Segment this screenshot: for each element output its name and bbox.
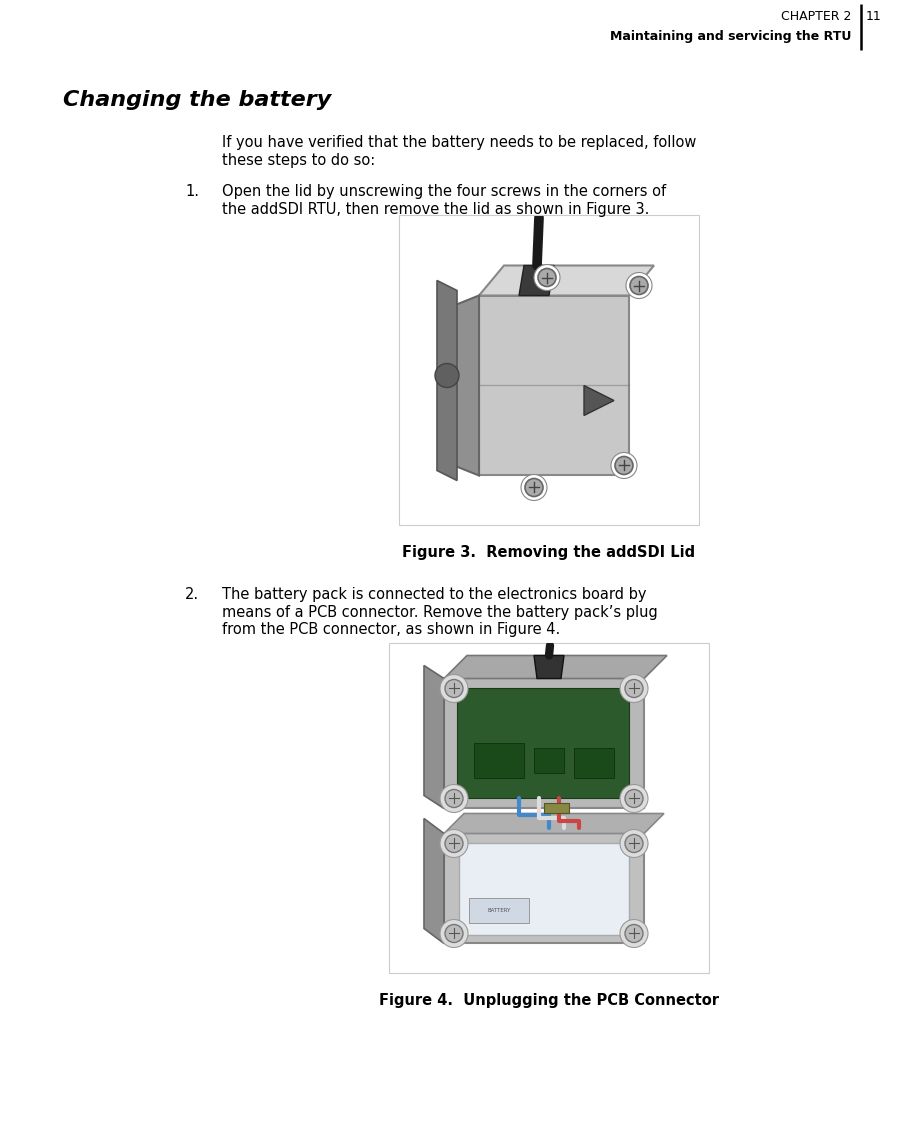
Text: 11: 11 xyxy=(866,10,882,23)
Circle shape xyxy=(620,920,648,948)
Circle shape xyxy=(625,835,643,853)
Circle shape xyxy=(440,920,468,948)
Polygon shape xyxy=(479,295,629,475)
Polygon shape xyxy=(519,266,554,295)
Polygon shape xyxy=(444,679,644,809)
Text: CHAPTER 2: CHAPTER 2 xyxy=(781,10,851,23)
Bar xyxy=(534,749,564,774)
Circle shape xyxy=(534,265,560,291)
Polygon shape xyxy=(444,656,667,679)
Text: these steps to do so:: these steps to do so: xyxy=(222,153,375,167)
Circle shape xyxy=(445,924,463,942)
Circle shape xyxy=(521,475,547,501)
Text: Maintaining and servicing the RTU: Maintaining and servicing the RTU xyxy=(610,31,851,43)
Circle shape xyxy=(445,680,463,698)
Polygon shape xyxy=(459,844,629,935)
Circle shape xyxy=(620,785,648,812)
Bar xyxy=(574,749,614,778)
Bar xyxy=(399,216,699,526)
Text: 1.: 1. xyxy=(185,184,199,199)
Circle shape xyxy=(445,789,463,808)
Circle shape xyxy=(620,674,648,702)
Bar xyxy=(544,803,569,813)
Text: If you have verified that the battery needs to be replaced, follow: If you have verified that the battery ne… xyxy=(222,135,697,150)
Circle shape xyxy=(538,268,556,286)
Polygon shape xyxy=(534,656,564,679)
Circle shape xyxy=(625,924,643,942)
Circle shape xyxy=(440,785,468,812)
Polygon shape xyxy=(479,266,654,295)
Polygon shape xyxy=(444,834,644,943)
Text: 2.: 2. xyxy=(185,587,199,603)
Polygon shape xyxy=(424,819,444,943)
Bar xyxy=(469,898,529,924)
Polygon shape xyxy=(457,689,629,798)
Circle shape xyxy=(440,674,468,702)
Text: The battery pack is connected to the electronics board by: The battery pack is connected to the ele… xyxy=(222,587,647,603)
Text: the addSDI RTU, then remove the lid as shown in Figure 3.: the addSDI RTU, then remove the lid as s… xyxy=(222,201,650,216)
Circle shape xyxy=(620,829,648,857)
Circle shape xyxy=(625,680,643,698)
Bar xyxy=(474,743,524,778)
Circle shape xyxy=(615,457,633,475)
Polygon shape xyxy=(437,280,457,481)
Text: BATTERY: BATTERY xyxy=(487,908,511,913)
Text: Figure 4.  Unplugging the PCB Connector: Figure 4. Unplugging the PCB Connector xyxy=(379,993,719,1009)
Circle shape xyxy=(630,276,648,294)
Text: Open the lid by unscrewing the four screws in the corners of: Open the lid by unscrewing the four scre… xyxy=(222,184,666,199)
Text: Changing the battery: Changing the battery xyxy=(63,90,332,110)
Circle shape xyxy=(626,273,652,299)
Circle shape xyxy=(440,829,468,857)
Circle shape xyxy=(611,452,637,478)
Circle shape xyxy=(625,789,643,808)
Polygon shape xyxy=(454,295,479,475)
Polygon shape xyxy=(444,813,664,834)
Text: means of a PCB connector. Remove the battery pack’s plug: means of a PCB connector. Remove the bat… xyxy=(222,605,658,620)
Text: Figure 3.  Removing the addSDI Lid: Figure 3. Removing the addSDI Lid xyxy=(402,545,696,561)
Text: from the PCB connector, as shown in Figure 4.: from the PCB connector, as shown in Figu… xyxy=(222,622,560,638)
Polygon shape xyxy=(584,386,614,415)
Bar xyxy=(389,644,709,974)
Circle shape xyxy=(435,363,459,388)
Circle shape xyxy=(525,478,543,497)
Polygon shape xyxy=(424,665,444,809)
Circle shape xyxy=(445,835,463,853)
